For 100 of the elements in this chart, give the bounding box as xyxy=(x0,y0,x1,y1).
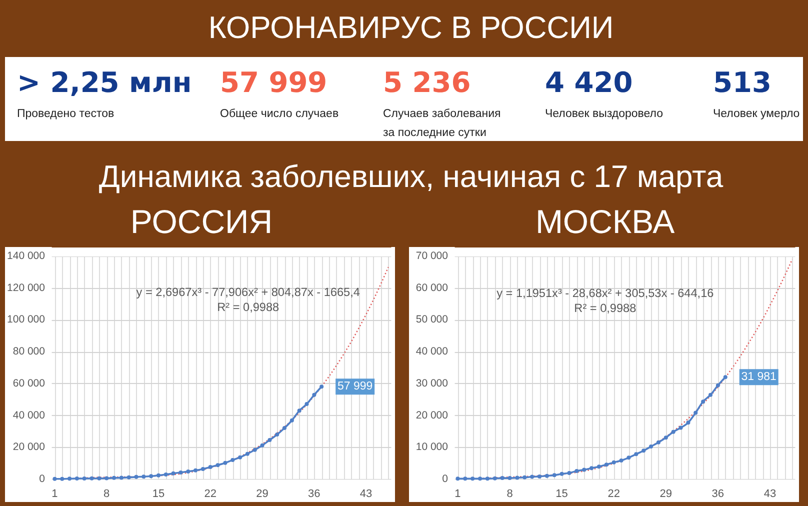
chart-title: МОСКВА xyxy=(535,203,675,240)
point xyxy=(282,426,287,430)
data-label: 57 999 xyxy=(337,380,373,393)
y-tick-label: 20 000 xyxy=(12,441,46,454)
y-tick-label: 80 000 xyxy=(12,346,46,358)
point xyxy=(68,476,72,481)
text: > 2,25 млн xyxy=(17,66,192,99)
point xyxy=(642,448,646,453)
point xyxy=(134,474,138,479)
point xyxy=(290,418,294,422)
text: 57 999 xyxy=(220,66,328,99)
point xyxy=(304,402,309,406)
text: Человек выздоровело xyxy=(545,108,664,120)
point xyxy=(567,470,572,475)
point xyxy=(619,458,624,463)
x-tick-label: 1 xyxy=(52,488,58,500)
point xyxy=(626,456,631,460)
text: Общее число случаев xyxy=(220,108,339,120)
point xyxy=(678,426,683,430)
point xyxy=(574,469,579,474)
text: 4 420 xyxy=(545,66,633,99)
point xyxy=(485,476,490,481)
point xyxy=(538,474,542,478)
point xyxy=(671,430,676,434)
x-tick-label: 8 xyxy=(506,488,513,500)
point xyxy=(522,475,527,480)
x-tick-label: 8 xyxy=(104,488,110,500)
data-label: 31 981 xyxy=(741,371,776,384)
point xyxy=(142,474,146,479)
point xyxy=(544,474,549,478)
point xyxy=(275,432,280,437)
annotation: y = 2,6967x³ - 77,906x² + 804,87x - 1665,4 xyxy=(136,285,360,299)
point xyxy=(656,440,660,444)
y-tick-label: 120 000 xyxy=(7,282,46,294)
point xyxy=(171,471,176,476)
point xyxy=(530,474,534,479)
x-tick-label: 15 xyxy=(152,488,165,500)
text: Проведено тестов xyxy=(17,108,114,120)
point xyxy=(456,476,460,481)
point xyxy=(694,410,698,415)
point xyxy=(560,472,564,476)
point xyxy=(112,476,116,480)
y-tick-label: 60 000 xyxy=(12,377,46,390)
point xyxy=(268,438,272,442)
y-tick-label: 40 000 xyxy=(12,409,46,422)
point xyxy=(186,470,190,474)
point xyxy=(149,474,154,478)
text: 5 236 xyxy=(383,66,471,99)
y-tick-label: 0 xyxy=(39,473,46,485)
y-tick-label: 70 000 xyxy=(416,250,448,262)
point xyxy=(470,476,475,481)
point xyxy=(52,476,57,481)
point xyxy=(664,436,668,440)
y-tick-label: 100 000 xyxy=(7,314,46,326)
x-tick-label: 43 xyxy=(764,488,776,500)
point xyxy=(194,468,198,472)
point xyxy=(223,460,228,465)
point xyxy=(230,458,235,462)
point xyxy=(590,466,594,470)
annotation: R² = 0,9988 xyxy=(574,301,637,315)
point xyxy=(463,476,468,481)
text: Динамика заболевших, начиная с 17 марта xyxy=(98,159,724,194)
point xyxy=(104,476,109,480)
point xyxy=(97,476,102,480)
point xyxy=(164,472,168,477)
y-tick-label: 0 xyxy=(442,473,448,485)
point xyxy=(686,420,690,425)
annotation: R² = 0,9988 xyxy=(217,300,280,314)
text: Человек умерло xyxy=(713,108,800,120)
y-tick-label: 140 000 xyxy=(7,250,46,262)
point xyxy=(500,476,504,480)
x-tick-label: 36 xyxy=(712,488,724,500)
point xyxy=(216,463,220,468)
point xyxy=(515,476,520,480)
point xyxy=(716,383,720,388)
point xyxy=(208,465,212,470)
x-tick-label: 1 xyxy=(454,488,461,500)
x-tick-label: 22 xyxy=(608,488,620,500)
point xyxy=(74,476,79,481)
annotation: y = 1,1951x³ - 28,68x² + 305,53x - 644,16 xyxy=(496,286,714,300)
point xyxy=(90,476,94,480)
text: КОРОНАВИРУС В РОССИИ xyxy=(208,10,614,45)
y-tick-label: 50 000 xyxy=(416,314,448,326)
chart-title: РОССИЯ xyxy=(130,203,273,240)
point xyxy=(156,473,160,478)
point xyxy=(260,443,264,448)
x-tick-label: 29 xyxy=(256,488,268,500)
point xyxy=(634,452,638,456)
point xyxy=(126,475,131,480)
x-tick-label: 29 xyxy=(660,488,672,500)
point xyxy=(478,476,482,481)
x-tick-label: 22 xyxy=(204,488,217,500)
x-tick-label: 36 xyxy=(308,488,320,500)
point xyxy=(245,452,250,456)
point xyxy=(701,400,706,404)
point xyxy=(178,470,183,474)
point xyxy=(60,476,64,481)
point xyxy=(723,375,728,380)
y-tick-label: 20 000 xyxy=(416,409,448,422)
point xyxy=(612,460,616,464)
